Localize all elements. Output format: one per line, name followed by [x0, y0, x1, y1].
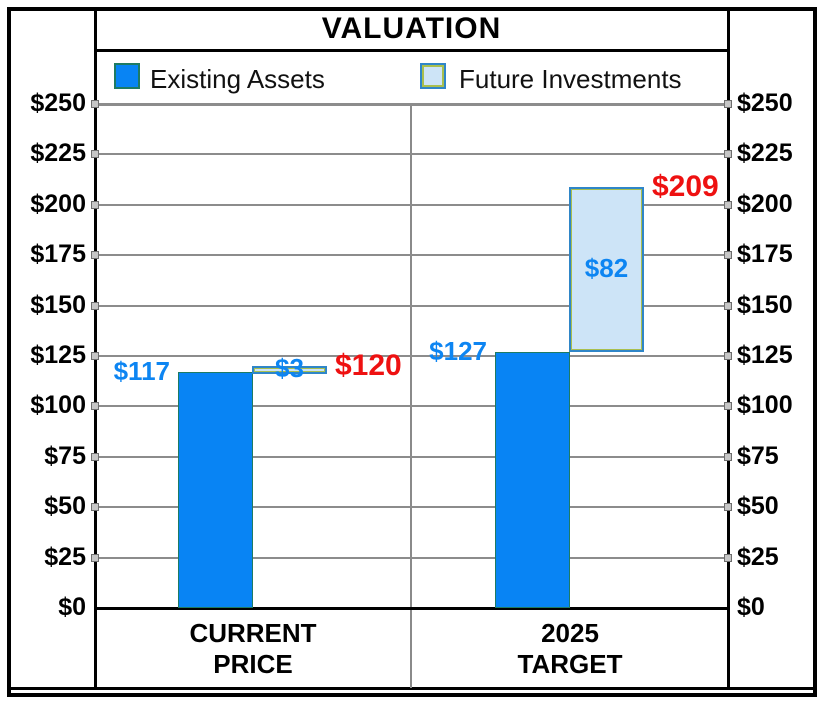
legend-swatch-future-investments [420, 63, 446, 89]
tick-handle-right-75 [724, 453, 732, 461]
y-tick-right-0: $0 [737, 593, 765, 621]
tick-handle-left-175 [91, 251, 99, 259]
y-tick-left-175: $175 [30, 240, 86, 268]
title-bottom-border [95, 49, 728, 52]
bar-future-investments-2 [569, 187, 644, 352]
y-tick-left-75: $75 [44, 442, 86, 470]
y-tick-right-150: $150 [737, 291, 793, 319]
category-divider-line [410, 104, 412, 688]
tick-handle-right-250 [724, 100, 732, 108]
y-tick-right-100: $100 [737, 391, 793, 419]
y-tick-left-25: $25 [44, 543, 86, 571]
legend-label-future-investments: Future Investments [459, 64, 682, 94]
tick-handle-right-25 [724, 554, 732, 562]
right-axis-line [727, 11, 730, 689]
y-tick-left-100: $100 [30, 391, 86, 419]
category-line: 2025 [541, 618, 599, 648]
category-line: TARGET [517, 649, 623, 679]
y-tick-left-200: $200 [30, 190, 86, 218]
gridline-50 [95, 506, 728, 508]
y-tick-left-0: $0 [58, 593, 86, 621]
legend-swatch-existing-assets [114, 63, 140, 89]
y-tick-left-125: $125 [30, 341, 86, 369]
tick-handle-right-100 [724, 402, 732, 410]
y-tick-right-225: $225 [737, 139, 793, 167]
y-tick-right-25: $25 [737, 543, 779, 571]
tick-handle-right-225 [724, 150, 732, 158]
y-tick-right-250: $250 [737, 89, 793, 117]
category-line: CURRENT [189, 618, 317, 648]
tick-handle-left-225 [91, 150, 99, 158]
y-tick-right-50: $50 [737, 492, 779, 520]
gridline-100 [95, 405, 728, 407]
total-label-1: $120 [335, 349, 402, 382]
bar-existing-assets-2 [495, 352, 570, 608]
tick-handle-right-175 [724, 251, 732, 259]
category-label-2025-target: 2025 TARGET [450, 618, 690, 680]
tick-handle-right-125 [724, 352, 732, 360]
left-axis-line [94, 11, 97, 689]
y-tick-right-200: $200 [737, 190, 793, 218]
y-tick-right-175: $175 [737, 240, 793, 268]
value-label-future-2: $82 [584, 253, 629, 283]
total-label-2: $209 [652, 170, 719, 203]
zero-gridline [95, 607, 728, 610]
tick-handle-left-25 [91, 554, 99, 562]
y-tick-right-125: $125 [737, 341, 793, 369]
gridline-175 [95, 254, 728, 256]
tick-handle-right-200 [724, 201, 732, 209]
bar-existing-assets-1 [178, 372, 253, 608]
bar-future-investments-1 [252, 366, 327, 374]
gridline-200 [95, 204, 728, 206]
tick-handle-left-150 [91, 302, 99, 310]
chart-bottom-border [11, 687, 813, 690]
value-label-existing-1: $117 [113, 356, 170, 386]
tick-handle-right-50 [724, 503, 732, 511]
tick-handle-left-100 [91, 402, 99, 410]
gridline-250 [95, 103, 728, 106]
tick-handle-left-125 [91, 352, 99, 360]
tick-handle-left-200 [91, 201, 99, 209]
y-tick-right-75: $75 [737, 442, 779, 470]
gridline-75 [95, 456, 728, 458]
y-tick-left-250: $250 [30, 89, 86, 117]
gridline-225 [95, 153, 728, 155]
y-tick-left-225: $225 [30, 139, 86, 167]
gridline-25 [95, 557, 728, 559]
gridline-125 [95, 355, 728, 357]
y-tick-left-150: $150 [30, 291, 86, 319]
tick-handle-left-250 [91, 100, 99, 108]
y-tick-left-50: $50 [44, 492, 86, 520]
value-label-future-1: $3 [275, 353, 304, 383]
outer-border [7, 7, 817, 697]
chart-title: VALUATION [321, 12, 502, 45]
tick-handle-left-75 [91, 453, 99, 461]
category-line: PRICE [213, 649, 293, 679]
value-label-existing-2: $127 [429, 336, 487, 366]
legend-label-existing-assets: Existing Assets [150, 64, 325, 94]
tick-handle-right-150 [724, 302, 732, 310]
gridline-150 [95, 305, 728, 307]
category-label-current-price: CURRENT PRICE [133, 618, 373, 680]
tick-handle-left-50 [91, 503, 99, 511]
